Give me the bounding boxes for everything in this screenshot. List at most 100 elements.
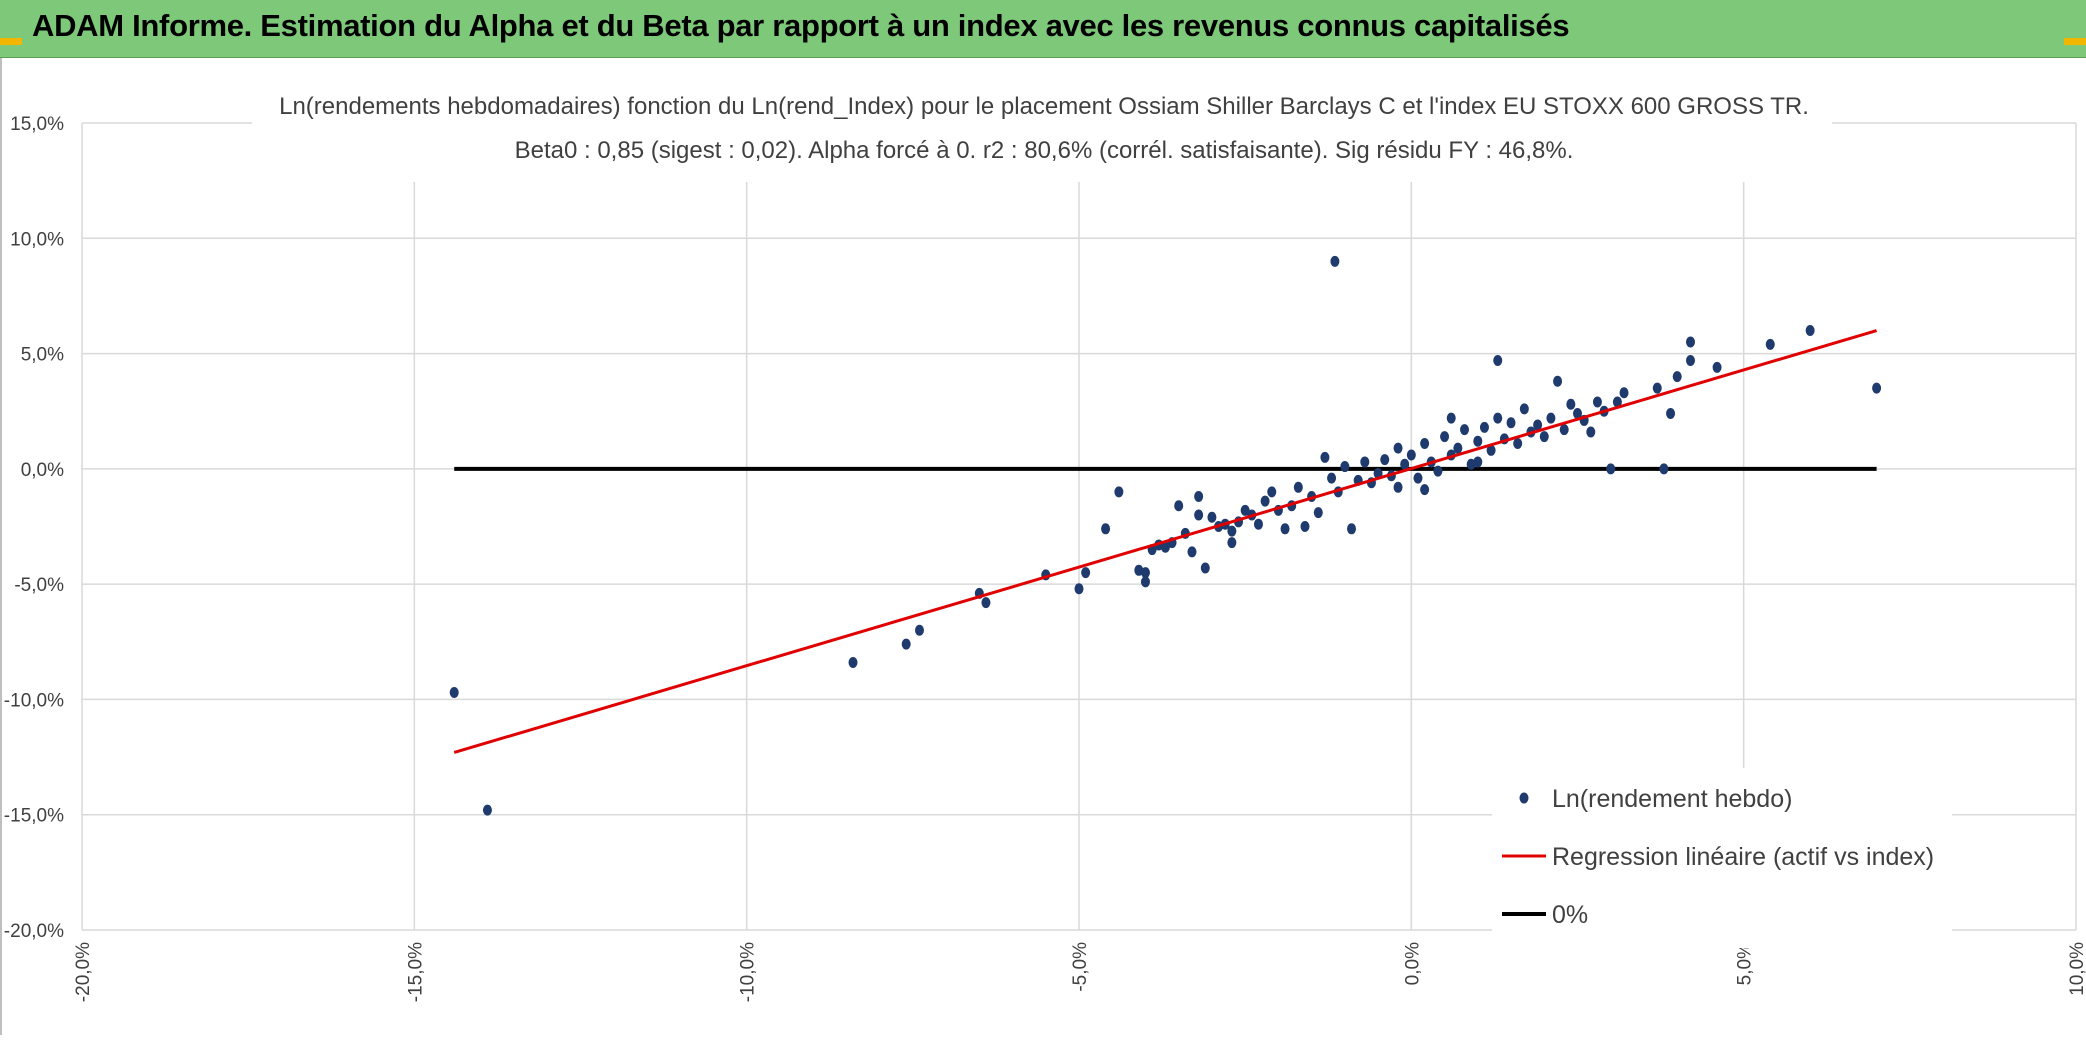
- data-point: [1446, 412, 1456, 424]
- x-tick-label: -5,0%: [1070, 942, 1091, 992]
- legend-label: 0%: [1552, 901, 1588, 929]
- data-point: [1360, 456, 1370, 468]
- data-point: [1659, 463, 1669, 475]
- data-point: [482, 804, 492, 816]
- data-point: [1393, 481, 1403, 493]
- data-point: [1101, 523, 1111, 535]
- data-point: [1140, 576, 1150, 588]
- data-point: [1413, 472, 1423, 484]
- data-point: [449, 687, 459, 699]
- legend-label: Ln(rendement hebdo): [1552, 785, 1792, 813]
- data-point: [1194, 509, 1204, 521]
- data-point: [1313, 507, 1323, 519]
- data-point: [1267, 486, 1277, 498]
- y-tick-label: 10,0%: [10, 229, 64, 250]
- y-tick-label: 0,0%: [21, 460, 64, 481]
- data-point: [1240, 504, 1250, 516]
- data-point: [1300, 521, 1310, 532]
- data-point: [1685, 354, 1695, 366]
- data-point: [1592, 396, 1602, 408]
- data-point: [1546, 412, 1556, 424]
- data-point: [1160, 541, 1170, 553]
- data-point: [1187, 546, 1197, 558]
- chart-title: Ln(rendements hebdomadaires) fonction du…: [279, 93, 1809, 120]
- data-point: [1493, 412, 1503, 424]
- data-point: [1330, 255, 1340, 267]
- data-point: [1672, 371, 1682, 383]
- data-point: [1506, 417, 1516, 429]
- data-point: [1559, 424, 1569, 436]
- scatter-chart: -20,0% -15,0% -10,0% -5,0% 0,0% 5,0% 10,0% 15,0…: [4, 78, 2086, 1002]
- legend-background: [1492, 768, 1952, 948]
- data-point: [901, 638, 911, 650]
- data-point: [1347, 523, 1357, 535]
- report-title: ADAM Informe. Estimation du Alpha et du …: [32, 8, 1570, 43]
- data-point: [1406, 449, 1416, 461]
- data-point: [1612, 396, 1622, 408]
- data-point: [1081, 567, 1091, 579]
- data-point: [1200, 562, 1210, 574]
- data-point: [1440, 431, 1450, 443]
- data-point: [1805, 325, 1815, 337]
- regression-line: [453, 329, 1878, 754]
- data-point: [1513, 437, 1523, 449]
- data-point: [1140, 567, 1150, 579]
- data-point: [1227, 537, 1237, 549]
- data-point: [1433, 465, 1443, 477]
- data-point: [1420, 484, 1430, 496]
- data-point: [1453, 442, 1463, 454]
- y-tick-label: -15,0%: [4, 806, 64, 827]
- data-point: [1380, 454, 1390, 466]
- corner-marker-right: [2064, 38, 2086, 45]
- data-point: [1533, 419, 1543, 431]
- data-point: [1553, 375, 1563, 387]
- data-point: [1652, 382, 1662, 394]
- data-point: [1685, 336, 1695, 348]
- y-tick-label: -20,0%: [4, 921, 64, 942]
- data-point: [1712, 361, 1722, 373]
- data-point: [1619, 387, 1629, 399]
- report-header: ADAM Informe. Estimation du Alpha et du …: [0, 0, 2086, 58]
- y-tick-label: 5,0%: [21, 345, 64, 366]
- data-point: [1260, 495, 1270, 507]
- data-point: [1293, 481, 1303, 493]
- data-point: [1486, 444, 1496, 456]
- corner-marker-left: [0, 38, 22, 45]
- y-tick-label: -10,0%: [4, 690, 64, 711]
- y-tick-label: -5,0%: [14, 575, 64, 596]
- x-tick-label: 10,0%: [2067, 942, 2086, 996]
- x-tick-label: 0,0%: [1402, 942, 1423, 985]
- x-tick-label: 5,0%: [1735, 942, 1756, 985]
- data-point: [1327, 472, 1337, 484]
- y-tick-label: 15,0%: [10, 114, 64, 135]
- data-point: [1586, 426, 1596, 438]
- chart-frame: -20,0% -15,0% -10,0% -5,0% 0,0% 5,0% 10,0% 15,0…: [0, 58, 2086, 1035]
- data-point: [1280, 523, 1290, 535]
- data-point: [1320, 451, 1330, 463]
- data-point: [1872, 382, 1882, 394]
- data-point: [1114, 486, 1124, 498]
- x-tick-label: -10,0%: [738, 942, 759, 1002]
- data-point: [1519, 403, 1529, 415]
- data-point: [1479, 421, 1489, 433]
- legend-label: Regression linéaire (actif vs index): [1552, 843, 1934, 871]
- data-point: [1340, 461, 1350, 473]
- legend-marker-points: [1519, 792, 1529, 804]
- chart-title-background: [252, 78, 1832, 182]
- data-point: [914, 624, 924, 636]
- data-point: [1074, 583, 1084, 595]
- data-point: [1253, 518, 1263, 530]
- data-point: [1207, 511, 1217, 523]
- chart-subtitle: Beta0 : 0,85 (sigest : 0,02). Alpha forc…: [515, 137, 1574, 164]
- data-point: [981, 597, 991, 609]
- data-point: [1420, 437, 1430, 449]
- data-point: [1174, 500, 1184, 512]
- data-point: [1460, 424, 1470, 436]
- data-point: [1227, 525, 1237, 537]
- data-point: [1566, 398, 1576, 410]
- data-point: [1194, 491, 1204, 503]
- data-point: [1473, 456, 1483, 468]
- data-point: [1400, 458, 1410, 470]
- data-point: [848, 657, 858, 669]
- data-point: [1393, 442, 1403, 454]
